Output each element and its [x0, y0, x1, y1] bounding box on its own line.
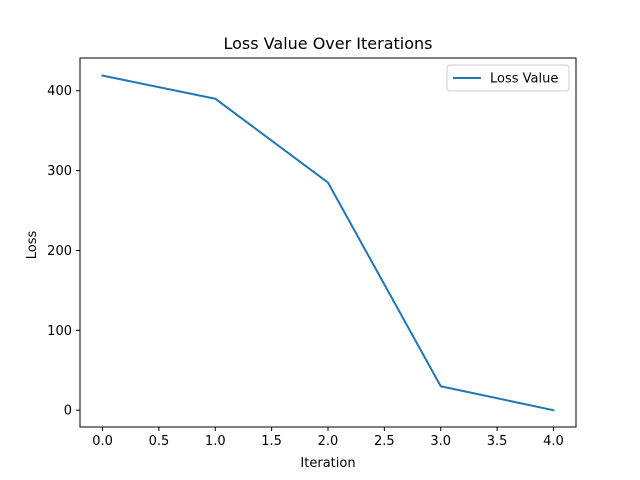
series-line-0 — [101, 74, 555, 412]
x-tick-label: 2.5 — [374, 434, 395, 449]
legend-box — [446, 64, 570, 92]
y-tick-label: 300 — [47, 164, 72, 179]
x-tick-label: 3.5 — [487, 434, 508, 449]
series-layer — [101, 74, 555, 412]
x-tick-label: 4.0 — [543, 434, 564, 449]
y-axis-label: Loss — [25, 231, 40, 260]
plot-area — [79, 57, 577, 428]
x-axis-label: Iteration — [300, 456, 355, 471]
x-tick-label: 1.5 — [261, 434, 282, 449]
legend: Loss Value — [446, 64, 570, 92]
x-tick-label: 2.0 — [318, 434, 339, 449]
x-tick-label: 0.0 — [92, 434, 113, 449]
chart-title: Loss Value Over Iterations — [224, 34, 433, 53]
y-axis: 0 100 200 300 400 — [47, 84, 80, 419]
x-tick-label: 1.0 — [205, 434, 226, 449]
x-tick-label: 0.5 — [149, 434, 170, 449]
y-tick-label: 400 — [47, 84, 72, 99]
y-tick-label: 200 — [47, 244, 72, 259]
x-axis: 0.0 0.5 1.0 1.5 2.0 2.5 3.0 3.5 4.0 — [92, 427, 564, 449]
y-tick-label: 100 — [47, 324, 72, 339]
x-tick-label: 3.0 — [430, 434, 451, 449]
legend-label: Loss Value — [490, 72, 558, 87]
axes-frame — [79, 57, 577, 428]
y-tick-label: 0 — [64, 404, 72, 419]
